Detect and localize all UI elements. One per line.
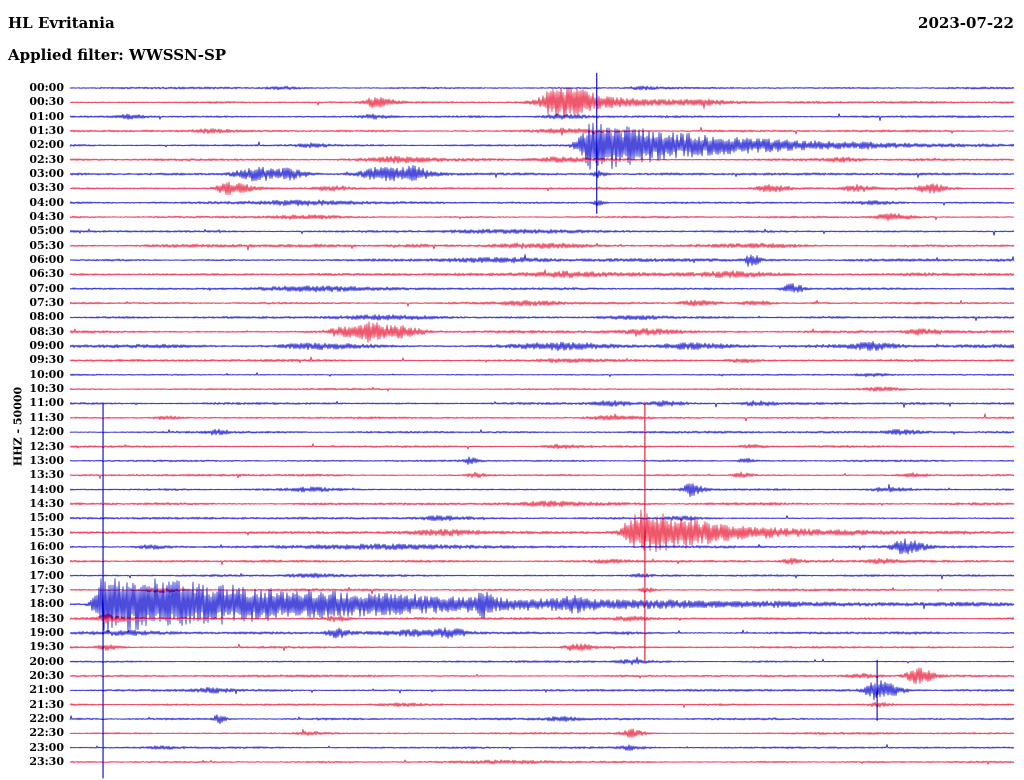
time-label: 14:00 bbox=[29, 482, 64, 496]
time-label: 03:00 bbox=[29, 167, 64, 181]
time-label: 01:00 bbox=[29, 109, 64, 123]
time-label: 21:30 bbox=[29, 697, 64, 711]
time-label: 10:30 bbox=[29, 382, 64, 396]
time-label: 08:00 bbox=[29, 310, 64, 324]
time-label: 07:30 bbox=[29, 296, 64, 310]
time-label: 14:30 bbox=[29, 496, 64, 510]
time-label: 10:00 bbox=[29, 367, 64, 381]
time-label: 19:00 bbox=[29, 625, 64, 639]
time-label: 15:00 bbox=[29, 511, 64, 525]
time-labels-column: 00:00 00:30 01:00 01:30 02:00 02:30 03:00 03:30… bbox=[0, 0, 66, 780]
time-label: 04:30 bbox=[29, 210, 64, 224]
time-label: 04:00 bbox=[29, 195, 64, 209]
time-label: 13:30 bbox=[29, 468, 64, 482]
time-label: 05:00 bbox=[29, 224, 64, 238]
time-label: 16:30 bbox=[29, 554, 64, 568]
time-label: 02:00 bbox=[29, 138, 64, 152]
time-label: 19:30 bbox=[29, 640, 64, 654]
time-label: 09:30 bbox=[29, 353, 64, 367]
time-label: 21:00 bbox=[29, 683, 64, 697]
time-label: 07:00 bbox=[29, 281, 64, 295]
station-title: HL Evritania bbox=[8, 14, 115, 32]
time-label: 00:30 bbox=[29, 95, 64, 109]
time-label: 11:00 bbox=[29, 396, 64, 410]
time-label: 06:30 bbox=[29, 267, 64, 281]
time-label: 23:00 bbox=[29, 740, 64, 754]
time-label: 01:30 bbox=[29, 124, 64, 138]
time-label: 13:00 bbox=[29, 453, 64, 467]
time-label: 20:30 bbox=[29, 668, 64, 682]
time-label: 16:00 bbox=[29, 539, 64, 553]
filter-label: Applied filter: WWSSN-SP bbox=[8, 46, 227, 64]
time-label: 06:00 bbox=[29, 253, 64, 267]
time-label: 11:30 bbox=[29, 410, 64, 424]
time-label: 17:00 bbox=[29, 568, 64, 582]
time-label: 00:00 bbox=[29, 81, 64, 94]
time-label: 03:30 bbox=[29, 181, 64, 195]
time-label: 22:30 bbox=[29, 726, 64, 740]
time-label: 15:30 bbox=[29, 525, 64, 539]
time-label: 22:00 bbox=[29, 711, 64, 725]
time-label: 09:00 bbox=[29, 339, 64, 353]
time-label: 12:00 bbox=[29, 425, 64, 439]
time-label: 12:30 bbox=[29, 439, 64, 453]
time-label: 23:30 bbox=[29, 755, 64, 768]
time-label: 18:30 bbox=[29, 611, 64, 625]
time-label: 02:30 bbox=[29, 152, 64, 166]
time-label: 20:00 bbox=[29, 654, 64, 668]
date-label: 2023-07-22 bbox=[918, 14, 1014, 32]
time-label: 18:00 bbox=[29, 597, 64, 611]
time-label: 17:30 bbox=[29, 582, 64, 596]
time-label: 08:30 bbox=[29, 324, 64, 338]
time-label: 05:30 bbox=[29, 238, 64, 252]
